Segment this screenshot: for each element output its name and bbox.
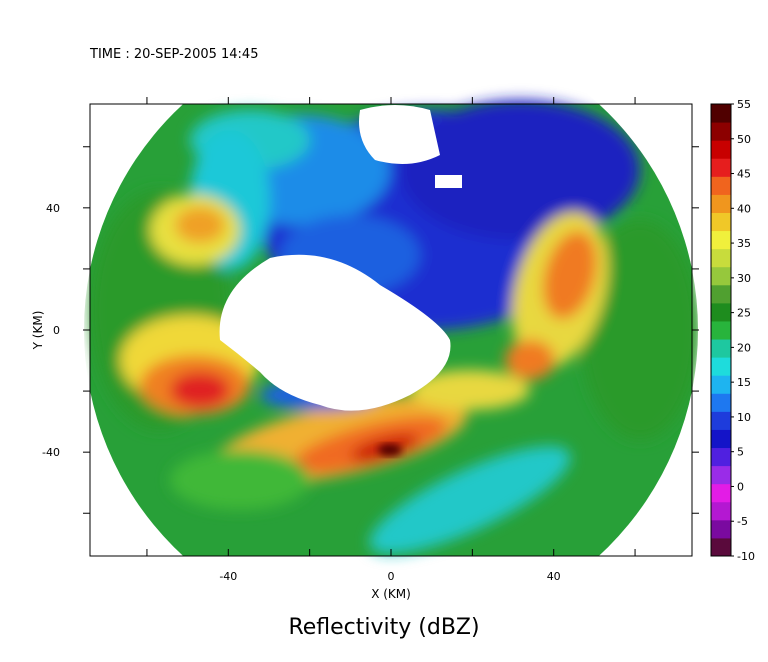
chart-title: Reflectivity (dBZ): [288, 615, 480, 640]
colorbar-cell: [711, 519, 731, 539]
colorbar-cell: [711, 393, 731, 412]
reflectivity-field: [90, 100, 699, 556]
x-tick-label: -40: [219, 570, 237, 583]
colorbar-label: -10: [737, 550, 755, 563]
colorbar-cell: [711, 266, 731, 286]
colorbar-cell: [711, 465, 731, 485]
colorbar-label: 5: [737, 446, 744, 459]
colorbar-cell: [711, 302, 731, 322]
colorbar-cell: [711, 212, 731, 232]
colorbar-cell: [711, 375, 731, 394]
colorbar-cell: [711, 411, 731, 430]
y-axis-title: Y (KM): [31, 311, 45, 351]
colorbar-cell: [711, 320, 731, 340]
colorbar-cell: [711, 429, 731, 449]
colorbar-cell: [711, 230, 731, 250]
colorbar-label: 45: [737, 168, 751, 181]
colorbar-label: 30: [737, 272, 751, 285]
colorbar-cell: [711, 537, 731, 557]
colorbar-label: -5: [737, 515, 748, 528]
colorbar-label: 50: [737, 133, 751, 146]
colorbar-cells: [711, 104, 731, 557]
colorbar-cell: [711, 122, 731, 141]
colorbar-cell: [711, 339, 731, 358]
axis-ticks: -40 0 40 40 0 -40: [42, 97, 699, 583]
colorbar-cell: [711, 176, 731, 195]
colorbar-frame: [710, 103, 732, 557]
colorbar-label: 20: [737, 341, 751, 354]
colorbar-cell: [711, 248, 731, 268]
colorbar-cell: [711, 501, 731, 521]
colorbar-label: 35: [737, 237, 751, 250]
time-label: TIME : 20-SEP-2005 14:45: [90, 47, 259, 62]
y-tick-label: 0: [53, 324, 60, 337]
colorbar-cell: [711, 104, 731, 123]
x-tick-label: 40: [547, 570, 561, 583]
colorbar-cell: [711, 357, 731, 376]
colorbar-label: 10: [737, 411, 751, 424]
colorbar-cell: [711, 158, 731, 177]
colorbar-label: 0: [737, 480, 744, 493]
x-tick-label: 0: [388, 570, 395, 583]
y-tick-label: 40: [46, 202, 60, 215]
colorbar-cell: [711, 483, 731, 503]
colorbar-label: 15: [737, 376, 751, 389]
colorbar-cell: [711, 140, 731, 159]
colorbar-label: 40: [737, 202, 751, 215]
y-tick-label: -40: [42, 446, 60, 459]
colorbar-label: 25: [737, 307, 751, 320]
x-axis-title: X (KM): [371, 587, 411, 601]
colorbar-label: 55: [737, 98, 751, 111]
colorbar-cell: [711, 447, 731, 467]
colorbar-cell: [711, 194, 731, 213]
colorbar-cell: [711, 284, 731, 304]
